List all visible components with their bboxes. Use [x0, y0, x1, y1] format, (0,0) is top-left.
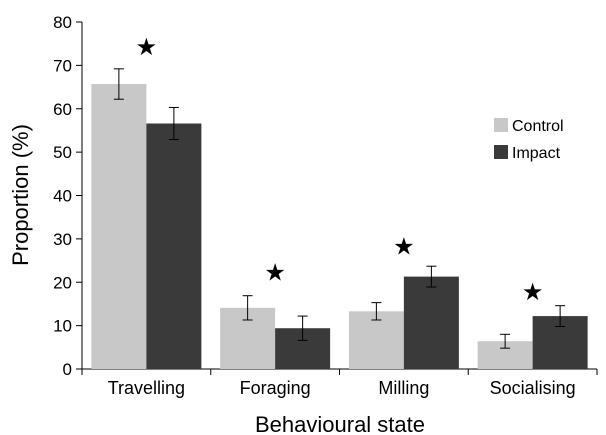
- significance-star: ★: [522, 278, 544, 306]
- legend-swatch-control: [494, 118, 508, 132]
- bar-impact-milling: [403, 276, 459, 369]
- x-axis-title: Behavioural state: [255, 412, 425, 435]
- y-tick-label: 20: [53, 273, 72, 292]
- significance-star: ★: [264, 258, 286, 286]
- x-tick-label: Travelling: [108, 378, 185, 398]
- y-tick-label: 60: [53, 100, 72, 119]
- y-tick-label: 70: [53, 56, 72, 75]
- y-axis-title: Proportion (%): [8, 124, 33, 266]
- bar-control-milling: [348, 311, 404, 369]
- bar-control-travelling: [91, 84, 147, 370]
- x-tick-label: Socialising: [490, 378, 576, 398]
- y-tick-label: 40: [53, 187, 72, 206]
- x-tick-label: Foraging: [240, 378, 311, 398]
- y-tick-label: 10: [53, 317, 72, 336]
- y-tick-label: 0: [63, 360, 72, 379]
- legend-swatch-impact: [494, 145, 508, 159]
- bar-impact-travelling: [146, 123, 202, 369]
- legend: Control Impact: [494, 118, 564, 162]
- y-tick-label: 80: [53, 13, 72, 32]
- significance-star: ★: [393, 232, 415, 260]
- legend-label-impact: Impact: [512, 145, 561, 162]
- x-tick-label: Milling: [378, 378, 429, 398]
- y-tick-label: 30: [53, 230, 72, 249]
- significance-star: ★: [136, 33, 158, 61]
- legend-label-control: Control: [512, 118, 564, 135]
- y-tick-label: 50: [53, 143, 72, 162]
